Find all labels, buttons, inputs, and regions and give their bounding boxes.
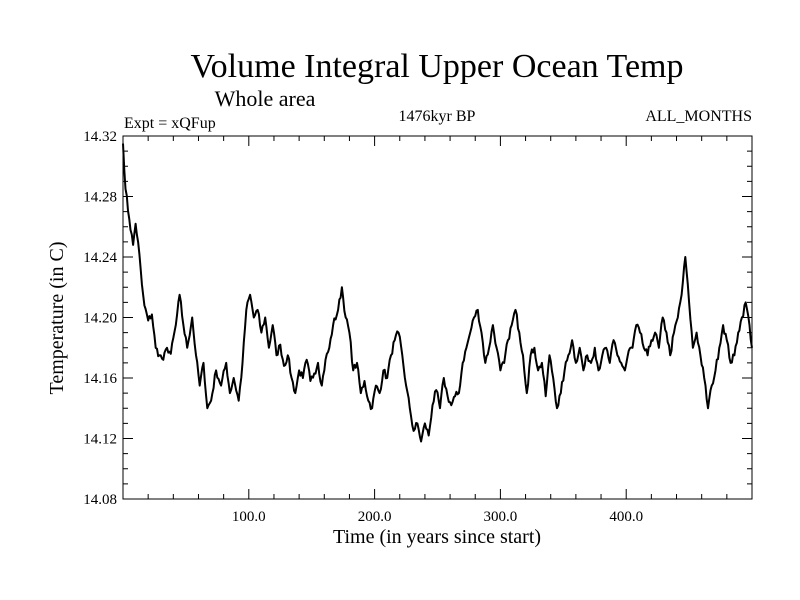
y-tick-labels: 14.08 14.12 14.16 14.20 14.24 14.28 14.32 bbox=[83, 129, 117, 508]
months-label: ALL_MONTHS bbox=[645, 108, 752, 125]
y-tick-label: 14.32 bbox=[83, 129, 117, 145]
x-tick-label: 300.0 bbox=[484, 509, 518, 525]
temperature-series-line bbox=[122, 143, 753, 443]
y-tick-label: 14.12 bbox=[83, 432, 117, 448]
y-tick-label: 14.28 bbox=[83, 190, 117, 206]
chart-title: Volume Integral Upper Ocean Temp bbox=[191, 48, 684, 85]
experiment-label: Expt = xQFup bbox=[124, 115, 216, 132]
x-tick-labels: 100.0 200.0 300.0 400.0 bbox=[232, 509, 643, 525]
y-tick-label: 14.16 bbox=[83, 371, 117, 387]
x-axis-label: Time (in years since start) bbox=[333, 526, 541, 548]
period-label: 1476kyr BP bbox=[399, 108, 476, 125]
y-tick-label: 14.20 bbox=[83, 311, 117, 327]
y-axis-label: Temperature (in C) bbox=[46, 242, 68, 395]
y-tick-label: 14.24 bbox=[83, 250, 117, 266]
x-tick-label: 200.0 bbox=[358, 509, 392, 525]
x-tick-label: 400.0 bbox=[609, 509, 643, 525]
plot-frame bbox=[122, 135, 753, 500]
chart-subtitle: Whole area bbox=[215, 86, 316, 111]
y-tick-label: 14.08 bbox=[83, 492, 117, 508]
x-tick-label: 100.0 bbox=[232, 509, 266, 525]
axis-ticks bbox=[122, 135, 753, 500]
